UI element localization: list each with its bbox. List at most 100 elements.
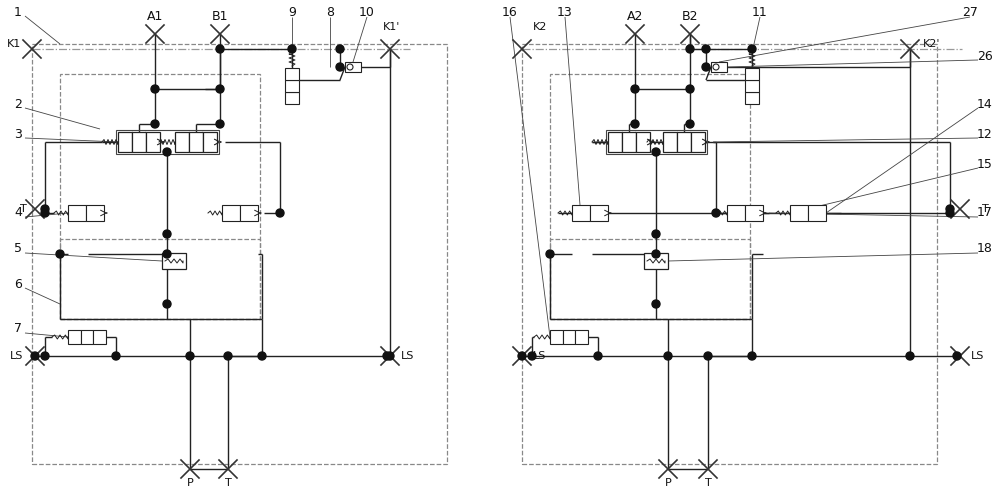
Bar (663, 132, 677, 152)
Circle shape (664, 352, 672, 360)
Circle shape (163, 230, 171, 238)
Bar (606, 130, 707, 154)
Circle shape (216, 85, 224, 93)
Text: K2: K2 (533, 22, 547, 32)
Circle shape (276, 209, 284, 217)
Circle shape (748, 45, 756, 53)
Circle shape (347, 64, 353, 70)
Circle shape (41, 352, 49, 360)
Text: K1: K1 (7, 39, 21, 49)
Text: T: T (20, 204, 26, 214)
Text: 14: 14 (977, 97, 993, 110)
Circle shape (953, 352, 961, 360)
Circle shape (288, 45, 296, 53)
Circle shape (704, 352, 712, 360)
Text: LS: LS (401, 351, 415, 361)
Circle shape (386, 352, 394, 360)
Circle shape (112, 352, 120, 360)
Circle shape (383, 352, 391, 360)
Circle shape (336, 63, 344, 71)
Bar (711, 62, 727, 72)
Bar (522, 44, 937, 464)
Circle shape (652, 300, 660, 308)
Circle shape (41, 205, 49, 213)
Circle shape (702, 63, 710, 71)
Circle shape (686, 120, 694, 128)
Text: K2': K2' (923, 39, 941, 49)
Circle shape (151, 85, 159, 93)
Bar (285, 68, 299, 80)
Circle shape (528, 352, 536, 360)
Circle shape (216, 45, 224, 53)
Text: P: P (187, 478, 193, 488)
Circle shape (258, 352, 266, 360)
Bar (175, 132, 189, 152)
Bar (222, 205, 240, 221)
Bar (691, 132, 705, 152)
Bar (590, 205, 608, 221)
Bar (68, 330, 81, 344)
Bar (608, 132, 622, 152)
Text: LS: LS (971, 351, 985, 361)
Bar (745, 68, 759, 80)
Bar (622, 132, 636, 152)
Text: 10: 10 (359, 6, 375, 19)
Circle shape (336, 45, 344, 53)
Text: LS: LS (533, 351, 547, 361)
Bar (81, 330, 93, 344)
Circle shape (41, 209, 49, 217)
Circle shape (712, 209, 720, 217)
Bar (189, 132, 203, 152)
Circle shape (151, 120, 159, 128)
Text: T: T (705, 478, 711, 488)
Circle shape (594, 352, 602, 360)
Text: 4: 4 (14, 207, 22, 220)
Bar (575, 330, 588, 344)
Bar (345, 62, 361, 72)
Circle shape (216, 120, 224, 128)
Bar (116, 130, 219, 154)
Bar (118, 132, 132, 152)
Bar (285, 80, 299, 92)
Text: P: P (665, 478, 671, 488)
Bar (550, 74, 750, 319)
Bar (644, 253, 668, 269)
Text: 26: 26 (977, 49, 993, 62)
Text: B2: B2 (682, 11, 698, 24)
Text: 8: 8 (326, 6, 334, 19)
Text: 9: 9 (288, 6, 296, 19)
Text: 2: 2 (14, 97, 22, 110)
Circle shape (946, 209, 954, 217)
Bar (68, 205, 86, 221)
Text: T: T (982, 204, 988, 214)
Text: T: T (225, 478, 231, 488)
Circle shape (652, 250, 660, 258)
Circle shape (748, 352, 756, 360)
Bar (146, 132, 160, 152)
Text: LS: LS (10, 351, 24, 361)
Bar (563, 330, 575, 344)
Circle shape (631, 85, 639, 93)
Circle shape (946, 205, 954, 213)
Text: 17: 17 (977, 207, 993, 220)
Bar (550, 330, 563, 344)
Bar (550, 239, 750, 319)
Bar (636, 132, 650, 152)
Text: K1': K1' (383, 22, 401, 32)
Text: 6: 6 (14, 278, 22, 290)
Circle shape (224, 352, 232, 360)
Bar (572, 205, 590, 221)
Text: 1: 1 (14, 6, 22, 19)
Circle shape (546, 250, 554, 258)
Bar (203, 132, 217, 152)
Circle shape (652, 148, 660, 156)
Circle shape (163, 300, 171, 308)
Text: 12: 12 (977, 128, 993, 141)
Circle shape (163, 250, 171, 258)
Text: 15: 15 (977, 157, 993, 170)
Text: 27: 27 (962, 6, 978, 19)
Text: 3: 3 (14, 128, 22, 141)
Circle shape (31, 352, 39, 360)
Bar (727, 205, 745, 221)
Text: 16: 16 (502, 6, 518, 19)
